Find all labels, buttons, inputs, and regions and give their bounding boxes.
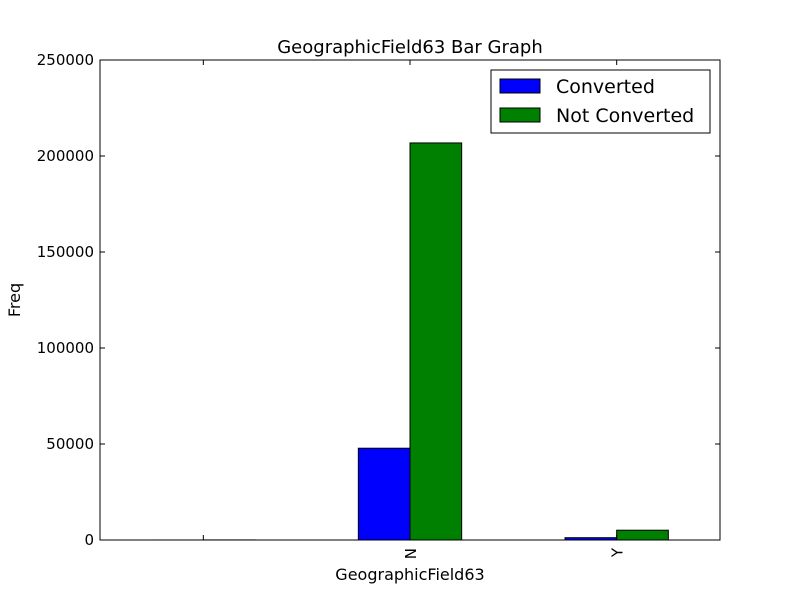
legend-swatch-not-converted	[500, 108, 540, 122]
x-axis-label: GeographicField63	[335, 565, 484, 584]
chart-title: GeographicField63 Bar Graph	[277, 37, 543, 58]
y-tick-label: 200000	[37, 147, 94, 165]
y-tick-label: 250000	[37, 51, 94, 69]
x-tick-label-y: Y	[609, 547, 627, 558]
bar-converted-n	[358, 448, 410, 540]
bar-not-converted-n	[410, 143, 462, 540]
legend: Converted Not Converted	[491, 70, 710, 133]
legend-swatch-converted	[500, 79, 540, 93]
y-tick-label: 100000	[37, 339, 94, 357]
x-tick-label-n: N	[402, 548, 420, 559]
bar-not-converted-y	[617, 530, 669, 540]
y-tick-label: 150000	[37, 243, 94, 261]
y-tick-label: 50000	[46, 435, 94, 453]
y-tick-label: 0	[84, 531, 94, 549]
legend-label-not-converted: Not Converted	[556, 105, 694, 127]
y-axis-label: Freq	[5, 283, 24, 317]
legend-label-converted: Converted	[556, 76, 655, 98]
